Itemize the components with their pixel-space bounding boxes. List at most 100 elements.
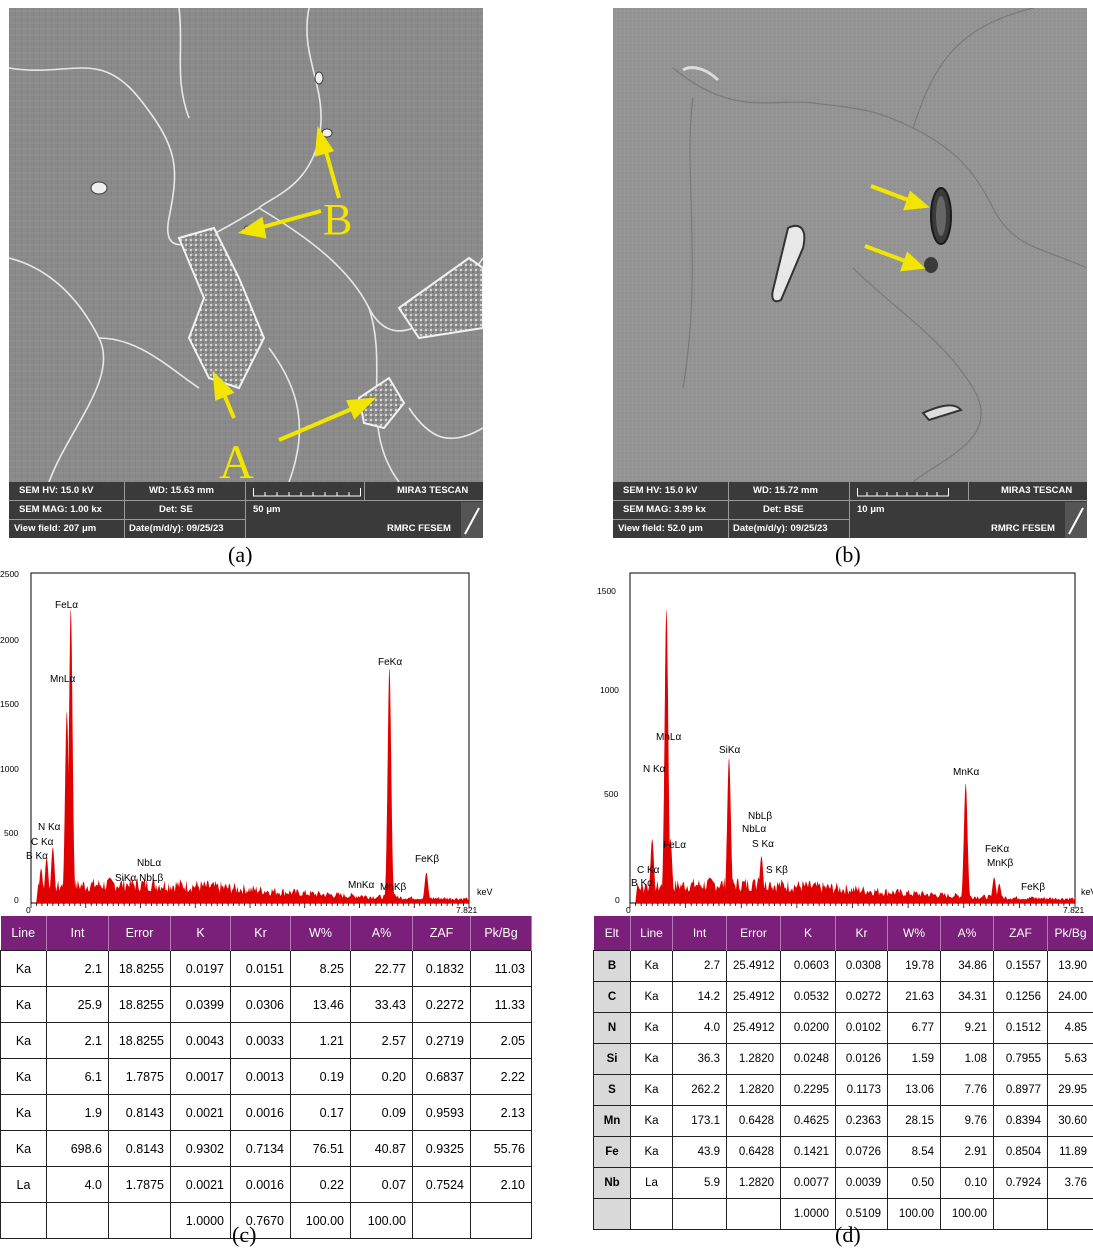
x-unit: keV	[1081, 887, 1093, 897]
column-header: Int	[47, 916, 109, 951]
table-cell: 1.9	[47, 1095, 109, 1131]
table-cell: 1.2820	[727, 1044, 781, 1075]
column-header: Elt	[594, 916, 631, 951]
table-cell: 36.3	[673, 1044, 727, 1075]
peak-label: MnKα	[953, 767, 980, 778]
table-cell: 0.0197	[171, 951, 231, 987]
table-cell	[994, 1199, 1048, 1230]
table-cell: 25.9	[47, 987, 109, 1023]
x-tick-end: 7.821	[456, 905, 478, 913]
table-cell: 13.90	[1048, 951, 1093, 982]
sem-field: View field: 52.0 μm	[618, 520, 703, 538]
y-tick: 1500	[0, 699, 19, 709]
table-cell	[1, 1203, 47, 1239]
table-cell: 0.9302	[171, 1131, 231, 1167]
table-cell: La	[631, 1168, 673, 1199]
spectrum-c: 2500 2000 1500 1000 500 0 0 7.821 keV Fe…	[0, 568, 500, 913]
peak-label: N Kα	[38, 822, 61, 833]
table-cell: 55.76	[471, 1131, 532, 1167]
table-cell: C	[594, 982, 631, 1013]
peak-label: MnKβ	[987, 858, 1014, 869]
table-cell: 1.08	[941, 1044, 994, 1075]
table-cell	[109, 1203, 171, 1239]
table-cell: Ka	[1, 1131, 47, 1167]
table-cell	[47, 1203, 109, 1239]
table-cell	[594, 1199, 631, 1230]
table-cell: 0.7134	[231, 1131, 291, 1167]
table-cell: 0.50	[888, 1168, 941, 1199]
table-cell: 100.00	[941, 1199, 994, 1230]
table-cell: 14.2	[673, 982, 727, 1013]
sem-mag: SEM MAG: 3.99 kx	[623, 501, 706, 519]
table-cell: 0.2363	[836, 1106, 888, 1137]
table-cell: 0.0016	[231, 1167, 291, 1203]
peak-label: S Kβ	[766, 865, 788, 876]
table-cell: 25.4912	[727, 1013, 781, 1044]
table-cell: 0.8504	[994, 1137, 1048, 1168]
sem-brand: MIRA3 TESCAN	[397, 482, 468, 500]
table-row: Ka 2.1 18.8255 0.0197 0.0151 8.25 22.77 0.1832 1…	[1, 951, 532, 987]
caption-c: (c)	[232, 1222, 256, 1248]
table-cell: 0.1557	[994, 951, 1048, 982]
table-cell: 18.8255	[109, 987, 171, 1023]
sem-hv: SEM HV: 15.0 kV	[19, 482, 93, 500]
sem-hv: SEM HV: 15.0 kV	[623, 482, 697, 500]
peak-label: S Kα	[752, 839, 774, 850]
table-row: C Ka 14.2 25.4912 0.0532 0.0272 21.63 34.31 0.12…	[594, 982, 1093, 1013]
table-cell: 0.6428	[727, 1106, 781, 1137]
tescan-logo	[1065, 502, 1087, 538]
table-cell: 0.1421	[781, 1137, 836, 1168]
table-cell	[673, 1199, 727, 1230]
table-cell: 25.4912	[727, 982, 781, 1013]
column-header: A%	[351, 916, 413, 951]
x-unit: keV	[477, 887, 493, 897]
column-header: K	[171, 916, 231, 951]
table-cell: 2.7	[673, 951, 727, 982]
peak-label: SiKα NbLβ	[115, 873, 163, 884]
y-tick: 1500	[597, 586, 616, 596]
table-cell: 2.1	[47, 1023, 109, 1059]
sem-field: View field: 207 μm	[14, 520, 96, 538]
eds-table-c: Line Int Error K Kr W% A% ZAF Pk/Bg Ka 2.1 18.8255…	[0, 916, 532, 1239]
table-cell: 0.0017	[171, 1059, 231, 1095]
table-cell: Ka	[1, 1095, 47, 1131]
table-row: S Ka 262.2 1.2820 0.2295 0.1173 13.06 7.76 0.897…	[594, 1075, 1093, 1106]
column-header: Line	[631, 916, 673, 951]
table-cell: 30.60	[1048, 1106, 1093, 1137]
table-cell: 100.00	[888, 1199, 941, 1230]
table-cell: 4.85	[1048, 1013, 1093, 1044]
table-cell: 3.76	[1048, 1168, 1093, 1199]
y-tick: 500	[4, 828, 18, 838]
table-row: 1.0000 0.7670 100.00 100.00	[1, 1203, 532, 1239]
table-cell: 0.0021	[171, 1095, 231, 1131]
table-cell: 0.22	[291, 1167, 351, 1203]
table-cell: 8.25	[291, 951, 351, 987]
scale-bar	[253, 484, 363, 498]
table-cell: Ka	[631, 1044, 673, 1075]
table-cell: Ka	[631, 982, 673, 1013]
marker-b: B	[323, 195, 352, 244]
table-cell: 2.13	[471, 1095, 532, 1131]
table-cell: 18.8255	[109, 951, 171, 987]
y-tick: 2000	[0, 635, 19, 645]
table-row: Ka 1.9 0.8143 0.0021 0.0016 0.17 0.09 0.9593 2.1…	[1, 1095, 532, 1131]
sem-mag: SEM MAG: 1.00 kx	[19, 501, 102, 519]
sem-wd: WD: 15.63 mm	[149, 482, 214, 500]
table-cell: 0.09	[351, 1095, 413, 1131]
table-cell: 1.0000	[171, 1203, 231, 1239]
table-cell: Ka	[631, 1013, 673, 1044]
table-cell: 4.0	[47, 1167, 109, 1203]
table-cell: 29.95	[1048, 1075, 1093, 1106]
table-cell: 1.7875	[109, 1167, 171, 1203]
table-row: Ka 2.1 18.8255 0.0043 0.0033 1.21 2.57 0.2719 2.…	[1, 1023, 532, 1059]
spectrum-peak	[958, 784, 973, 903]
spectrum-d: 1500 1000 500 0 0 7.821 keV MnLα N Kα Si…	[593, 568, 1093, 913]
table-cell: 0.0306	[231, 987, 291, 1023]
peak-label: C Kα	[637, 865, 660, 876]
scale-bar-label: 50 μm	[253, 501, 280, 519]
y-tick: 1000	[600, 685, 619, 695]
x-tick-end: 7.821	[1063, 905, 1085, 913]
table-row: Ka 6.1 1.7875 0.0017 0.0013 0.19 0.20 0.6837 2.2…	[1, 1059, 532, 1095]
table-header-row: Line Int Error K Kr W% A% ZAF Pk/Bg	[1, 916, 532, 951]
table-cell: Ka	[631, 1137, 673, 1168]
